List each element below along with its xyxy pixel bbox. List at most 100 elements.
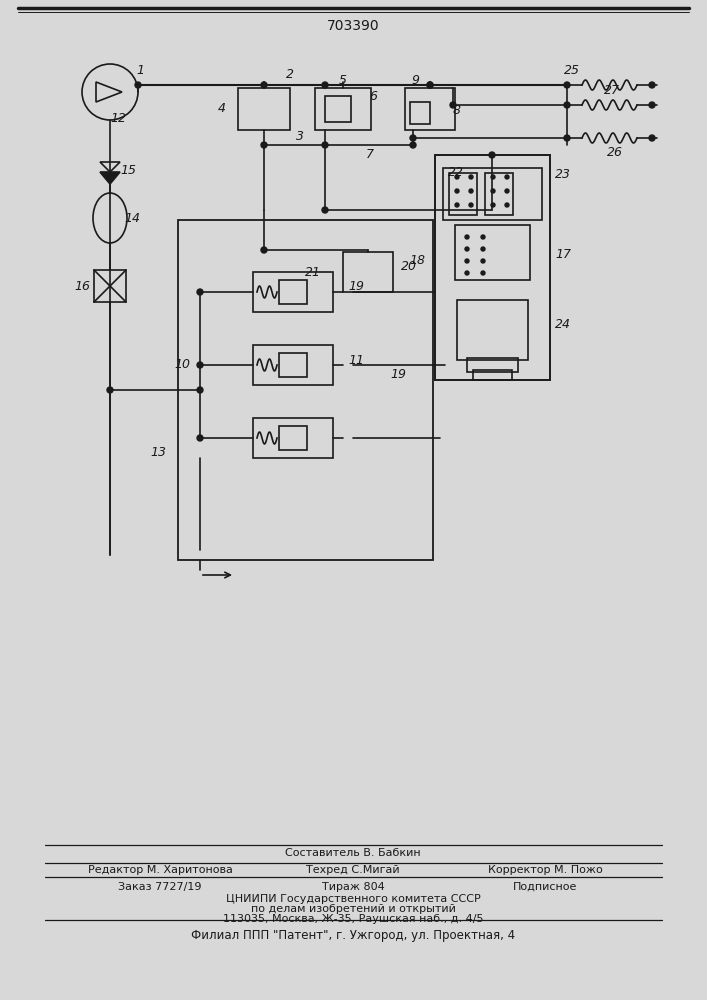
Text: 13: 13 bbox=[150, 446, 166, 460]
Text: 703390: 703390 bbox=[327, 19, 380, 33]
Bar bbox=[325, 96, 351, 122]
Circle shape bbox=[481, 247, 485, 251]
Circle shape bbox=[481, 235, 485, 239]
Circle shape bbox=[261, 247, 267, 253]
Text: Составитель В. Бабкин: Составитель В. Бабкин bbox=[285, 848, 421, 858]
Circle shape bbox=[469, 203, 473, 207]
Circle shape bbox=[465, 271, 469, 275]
Circle shape bbox=[261, 82, 267, 88]
Circle shape bbox=[465, 259, 469, 263]
Circle shape bbox=[505, 203, 509, 207]
Circle shape bbox=[505, 175, 509, 179]
Bar bbox=[467, 358, 518, 372]
Text: Корректор М. Пожо: Корректор М. Пожо bbox=[488, 865, 602, 875]
Bar bbox=[279, 353, 307, 377]
Text: 113035, Москва, Ж-35, Раушская наб., д. 4/5: 113035, Москва, Ж-35, Раушская наб., д. … bbox=[223, 914, 484, 924]
Text: 23: 23 bbox=[555, 168, 571, 182]
Text: 22: 22 bbox=[448, 165, 464, 178]
Bar bbox=[343, 252, 393, 292]
Text: 18: 18 bbox=[409, 253, 425, 266]
Bar bbox=[410, 102, 430, 124]
Bar bbox=[455, 225, 530, 280]
Circle shape bbox=[197, 362, 203, 368]
Circle shape bbox=[649, 102, 655, 108]
Bar bbox=[485, 173, 513, 215]
Bar bbox=[449, 173, 477, 215]
Text: 26: 26 bbox=[607, 145, 623, 158]
Text: 1: 1 bbox=[136, 64, 144, 77]
Circle shape bbox=[450, 102, 456, 108]
Circle shape bbox=[481, 259, 485, 263]
Circle shape bbox=[649, 135, 655, 141]
Circle shape bbox=[410, 142, 416, 148]
Text: ЦНИИПИ Государственного комитета СССР: ЦНИИПИ Государственного комитета СССР bbox=[226, 894, 480, 904]
Text: 17: 17 bbox=[555, 248, 571, 261]
Circle shape bbox=[649, 82, 655, 88]
Text: Тираж 804: Тираж 804 bbox=[322, 882, 385, 892]
Circle shape bbox=[465, 247, 469, 251]
Text: 10: 10 bbox=[174, 359, 190, 371]
Text: Филиал ППП "Патент", г. Ужгород, ул. Проектная, 4: Филиал ППП "Патент", г. Ужгород, ул. Про… bbox=[191, 928, 515, 942]
Text: 2: 2 bbox=[286, 68, 294, 82]
Circle shape bbox=[322, 142, 328, 148]
Bar bbox=[253, 418, 333, 458]
Text: 11: 11 bbox=[348, 354, 364, 366]
Bar bbox=[405, 88, 455, 130]
Circle shape bbox=[197, 387, 203, 393]
Text: 8: 8 bbox=[453, 104, 461, 116]
Bar bbox=[238, 88, 290, 130]
Circle shape bbox=[261, 142, 267, 148]
Circle shape bbox=[491, 189, 495, 193]
Circle shape bbox=[455, 203, 459, 207]
Text: 19: 19 bbox=[390, 368, 406, 381]
Circle shape bbox=[564, 135, 570, 141]
Text: 20: 20 bbox=[401, 260, 417, 273]
Circle shape bbox=[505, 189, 509, 193]
Circle shape bbox=[469, 175, 473, 179]
Circle shape bbox=[564, 102, 570, 108]
Circle shape bbox=[107, 387, 113, 393]
Text: Редактор М. Харитонова: Редактор М. Харитонова bbox=[88, 865, 233, 875]
Text: 21: 21 bbox=[305, 265, 321, 278]
Bar bbox=[443, 168, 542, 220]
Circle shape bbox=[135, 82, 141, 88]
Bar bbox=[253, 345, 333, 385]
Text: 15: 15 bbox=[120, 163, 136, 176]
Circle shape bbox=[481, 271, 485, 275]
Circle shape bbox=[489, 152, 495, 158]
Circle shape bbox=[322, 207, 328, 213]
Bar bbox=[315, 88, 371, 130]
Circle shape bbox=[455, 175, 459, 179]
Circle shape bbox=[491, 203, 495, 207]
Text: Заказ 7727/19: Заказ 7727/19 bbox=[118, 882, 201, 892]
Circle shape bbox=[491, 175, 495, 179]
Text: 27: 27 bbox=[604, 85, 620, 98]
Text: 4: 4 bbox=[218, 103, 226, 115]
Bar bbox=[178, 220, 433, 560]
Bar bbox=[279, 280, 307, 304]
Bar bbox=[435, 155, 550, 380]
Text: 25: 25 bbox=[564, 64, 580, 78]
Circle shape bbox=[455, 189, 459, 193]
Text: 6: 6 bbox=[369, 90, 377, 103]
Text: 9: 9 bbox=[411, 74, 419, 87]
Circle shape bbox=[322, 82, 328, 88]
Bar bbox=[253, 272, 333, 312]
Circle shape bbox=[465, 235, 469, 239]
Circle shape bbox=[427, 82, 433, 88]
Bar bbox=[473, 370, 512, 380]
Text: 24: 24 bbox=[555, 318, 571, 332]
Bar bbox=[94, 270, 126, 302]
Text: 16: 16 bbox=[74, 279, 90, 292]
Circle shape bbox=[469, 189, 473, 193]
Bar bbox=[457, 300, 528, 360]
Text: Подписное: Подписное bbox=[513, 882, 577, 892]
Circle shape bbox=[564, 82, 570, 88]
Text: по делам изобретений и открытий: по делам изобретений и открытий bbox=[250, 904, 455, 914]
Circle shape bbox=[197, 435, 203, 441]
Text: 7: 7 bbox=[366, 148, 374, 161]
Circle shape bbox=[427, 82, 433, 88]
Bar bbox=[279, 426, 307, 450]
Text: Техред С.Мигай: Техред С.Мигай bbox=[306, 865, 400, 875]
Circle shape bbox=[410, 135, 416, 141]
